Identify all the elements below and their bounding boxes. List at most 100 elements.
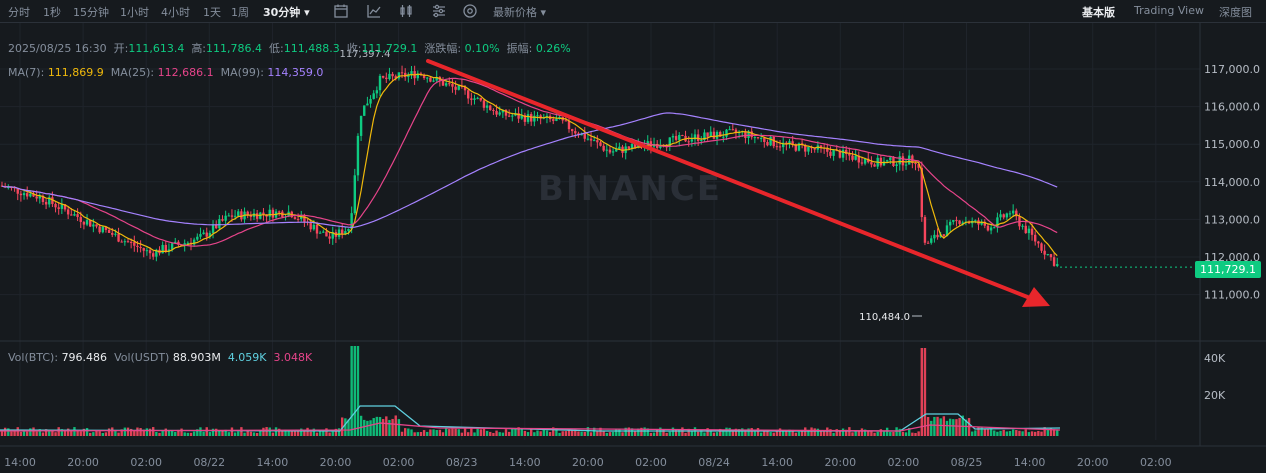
price-axis-label: 117,000.0 <box>1204 63 1260 76</box>
indicator-settings-icon[interactable] <box>431 3 447 19</box>
volume-bar <box>630 428 634 436</box>
view-basic[interactable]: 基本版 <box>1082 6 1115 19</box>
candle-body <box>797 143 801 151</box>
volume-bar <box>901 431 905 436</box>
candle-body <box>813 148 816 150</box>
interval-15m[interactable]: 15分钟 <box>73 6 109 19</box>
volume-bar <box>593 427 596 436</box>
candle-body <box>262 212 265 215</box>
time-axis-label: 02:00 <box>130 456 162 469</box>
candle-body <box>1021 225 1024 227</box>
time-axis-label: 02:00 <box>383 456 415 469</box>
volume-bar <box>832 432 835 436</box>
candle-body <box>26 193 29 197</box>
interval-4h[interactable]: 4小时 <box>161 6 190 19</box>
volume-bar <box>545 430 549 436</box>
line-chart-icon[interactable] <box>366 3 382 19</box>
candle-body <box>60 204 64 209</box>
volume-bar <box>246 431 249 436</box>
candle-body <box>627 146 631 149</box>
candle-body <box>35 196 38 199</box>
volume-bar <box>822 431 826 436</box>
volume-bar <box>684 432 687 436</box>
volume-bar <box>296 429 300 436</box>
interval-1w[interactable]: 1周 <box>231 6 249 19</box>
candlestick-icon[interactable] <box>398 3 414 19</box>
volume-bar <box>561 431 564 436</box>
price-type-select[interactable]: 最新价格 ▾ <box>493 6 547 19</box>
interval-fenshi[interactable]: 分时 <box>8 6 30 19</box>
interval-30m-selected[interactable]: 30分钟 ▾ <box>263 6 310 19</box>
volume-bar <box>85 428 89 436</box>
volume-bar <box>60 429 64 436</box>
vol-btc-value: 796.486 <box>61 351 108 364</box>
candle-body <box>41 195 45 202</box>
volume-bar <box>3 427 7 436</box>
volume-bar <box>479 429 482 436</box>
candle-body <box>356 135 360 176</box>
candle-body <box>848 153 851 156</box>
volume-bar <box>218 430 221 436</box>
volume-bar <box>315 432 319 436</box>
candle-body <box>766 141 769 146</box>
volume-bar <box>618 429 621 436</box>
candle-body <box>898 156 901 165</box>
candle-body <box>989 227 993 231</box>
calendar-icon[interactable] <box>333 3 349 19</box>
candle-body <box>416 73 419 79</box>
candle-body <box>845 149 848 154</box>
candle-body <box>167 249 171 252</box>
volume-bar <box>611 431 615 436</box>
interval-1s[interactable]: 1秒 <box>43 6 61 19</box>
volume-bar <box>1049 428 1053 436</box>
gear-icon[interactable] <box>462 3 478 19</box>
candle-body <box>444 83 448 86</box>
candle-body <box>152 253 155 257</box>
volume-bar <box>782 431 785 436</box>
candle-body <box>325 231 328 237</box>
volume-bar <box>637 428 640 436</box>
candle-body <box>867 158 870 163</box>
volume-bar <box>492 432 495 436</box>
volume-bar <box>391 418 394 436</box>
candle-body <box>192 239 196 245</box>
volume-bar <box>66 428 70 436</box>
candle-body <box>155 249 158 257</box>
volume-bar <box>1040 431 1043 436</box>
volume-bar <box>520 428 523 436</box>
volume-bar <box>473 432 476 436</box>
volume-bar <box>536 430 539 436</box>
ma-lines-group <box>1 73 1058 257</box>
volume-bar <box>495 430 498 436</box>
candle-body <box>948 221 952 226</box>
candle-body <box>980 221 983 225</box>
volume-bar <box>1018 430 1021 436</box>
interval-1d[interactable]: 1天 <box>203 6 221 19</box>
candle-body <box>85 220 89 225</box>
volume-bar <box>504 429 508 436</box>
time-axis-label: 14:00 <box>257 456 289 469</box>
view-depth[interactable]: 深度图 <box>1219 6 1252 19</box>
candle-body <box>76 214 79 218</box>
candle-body <box>996 217 999 228</box>
volume-bar <box>863 429 867 436</box>
candle-body <box>454 86 457 90</box>
volume-bar <box>744 431 747 436</box>
candle-body <box>79 217 82 222</box>
candle-body <box>1008 213 1012 215</box>
volume-bar <box>416 432 419 436</box>
volume-bar <box>104 432 108 436</box>
volume-bar <box>205 427 208 436</box>
volume-bar <box>577 431 580 436</box>
volume-bar <box>800 429 804 436</box>
candle-body <box>218 219 221 229</box>
volume-bar <box>885 427 889 436</box>
high-price-marker: 117,397.4 <box>340 49 391 60</box>
interval-1h[interactable]: 1小时 <box>120 6 149 19</box>
candle-body <box>507 115 511 117</box>
volume-bar <box>627 427 631 436</box>
view-tradingview[interactable]: Trading View <box>1134 4 1204 17</box>
volume-bar <box>1037 430 1040 436</box>
candle-body <box>186 242 190 244</box>
